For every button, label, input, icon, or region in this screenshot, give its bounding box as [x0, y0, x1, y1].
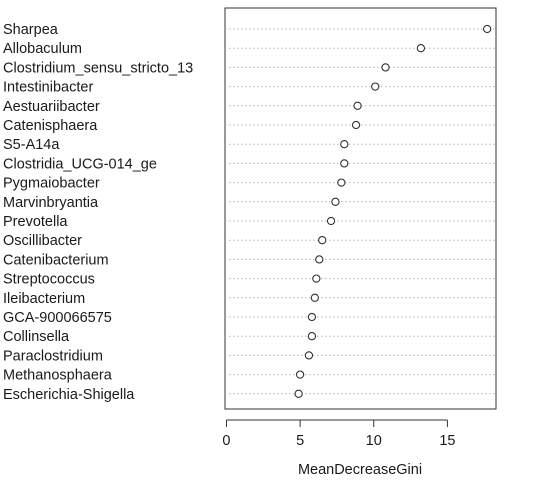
category-label: Collinsella: [3, 329, 70, 345]
x-tick-label: 15: [439, 433, 455, 449]
data-point: [315, 255, 324, 264]
x-tick-label: 0: [222, 433, 230, 449]
category-label: Ileibacterium: [3, 291, 85, 307]
x-tick-label: 10: [366, 433, 382, 449]
x-axis-title: MeanDecreaseGini: [298, 462, 422, 478]
data-point: [340, 159, 349, 168]
data-point: [310, 293, 319, 302]
category-label: Catenibacterium: [3, 252, 109, 268]
plot-frame: [224, 7, 497, 410]
data-point: [340, 140, 349, 149]
data-point: [312, 274, 321, 283]
category-label: Prevotella: [3, 214, 68, 230]
category-label: Streptococcus: [3, 272, 95, 288]
data-point: [326, 216, 336, 226]
category-label: Escherichia-Shigella: [3, 387, 135, 403]
data-point: [294, 389, 303, 398]
data-point: [381, 63, 390, 72]
data-point: [331, 197, 340, 206]
x-axis: 0 5 10 15: [222, 419, 455, 449]
grid-lines: [225, 28, 496, 395]
category-label: Allobaculum: [3, 41, 82, 57]
category-label: Intestinibacter: [3, 80, 93, 96]
data-point: [304, 351, 314, 360]
category-label: Clostridium_sensu_stricto_13: [3, 60, 193, 76]
data-point: [351, 120, 361, 130]
data-point: [307, 332, 317, 341]
category-label: Clostridia_UCG-014_ge: [3, 156, 157, 172]
category-label: Marvinbryantia: [3, 195, 99, 211]
category-label: Oscillibacter: [3, 233, 82, 249]
data-point: [318, 236, 327, 245]
x-tick-label: 5: [296, 433, 304, 449]
data-point: [307, 312, 317, 322]
data-point: [337, 178, 346, 187]
data-points: [294, 24, 492, 398]
data-point: [416, 44, 426, 53]
category-label: Aestuariibacter: [3, 99, 100, 115]
data-point: [295, 370, 305, 379]
category-label: Sharpea: [3, 22, 59, 38]
data-point: [483, 24, 492, 34]
data-point: [371, 82, 380, 91]
data-point: [353, 101, 362, 110]
category-label: S5-A14a: [3, 137, 60, 153]
category-label: Pygmaiobacter: [3, 176, 100, 192]
category-label: Paraclostridium: [3, 348, 103, 364]
category-labels: Sharpea Allobaculum Clostridium_sensu_stri…: [3, 22, 193, 403]
category-label: Catenisphaera: [3, 118, 98, 134]
category-label: GCA-900066575: [3, 310, 112, 326]
category-label: Methanosphaera: [3, 368, 113, 384]
